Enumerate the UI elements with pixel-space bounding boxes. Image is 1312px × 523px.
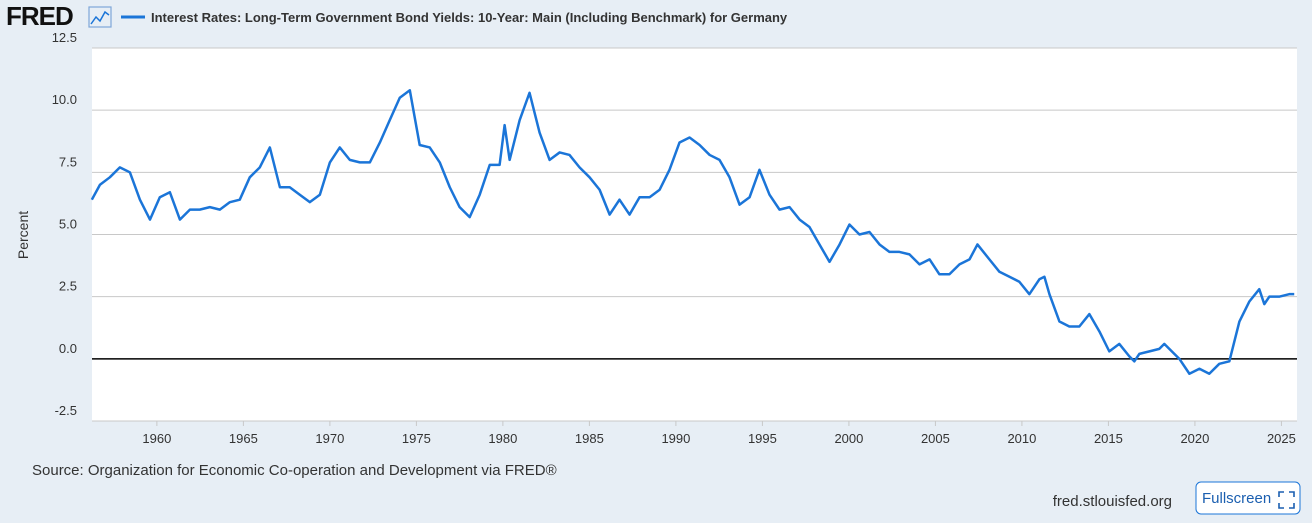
y-tick-label: 7.5 xyxy=(59,154,77,169)
source-note: Source: Organization for Economic Co-ope… xyxy=(32,462,557,479)
y-tick-label: 0.0 xyxy=(59,341,77,356)
x-tick-label: 1970 xyxy=(315,431,344,446)
x-tick-label: 1990 xyxy=(661,431,690,446)
x-tick-label: 2010 xyxy=(1007,431,1036,446)
button-label[interactable]: Fullscreen xyxy=(1202,490,1271,507)
x-tick-label: 1980 xyxy=(488,431,517,446)
y-tick-label: 5.0 xyxy=(59,217,77,232)
x-tick-label: 1985 xyxy=(575,431,604,446)
y-tick-label: 12.5 xyxy=(52,30,77,45)
site-link: fred.stlouisfed.org xyxy=(1053,493,1172,510)
x-tick-label: 1965 xyxy=(229,431,258,446)
logo-icon xyxy=(88,6,112,28)
fullscreen-button[interactable]: Fullscreen xyxy=(1195,481,1301,515)
x-tick-label: 2015 xyxy=(1094,431,1123,446)
y-tick-label: -2.5 xyxy=(55,403,77,418)
button-frame[interactable] xyxy=(1195,481,1301,515)
y-tick-label: 10.0 xyxy=(52,92,77,107)
logo: FRED xyxy=(6,1,73,31)
x-tick-label: 2020 xyxy=(1180,431,1209,446)
x-tick-label: 1960 xyxy=(142,431,171,446)
legend-label: Interest Rates: Long-Term Government Bon… xyxy=(151,10,788,25)
series-line xyxy=(90,89,1295,375)
x-tick-label: 2005 xyxy=(921,431,950,446)
x-tick-label: 2025 xyxy=(1267,431,1296,446)
x-tick-label: 1975 xyxy=(402,431,431,446)
x-tick-label: 2000 xyxy=(834,431,863,446)
x-tick-label: 1995 xyxy=(748,431,777,446)
y-axis-label: Percent xyxy=(15,211,31,259)
y-tick-label: 2.5 xyxy=(59,279,77,294)
fullscreen-icon[interactable] xyxy=(1278,491,1295,509)
